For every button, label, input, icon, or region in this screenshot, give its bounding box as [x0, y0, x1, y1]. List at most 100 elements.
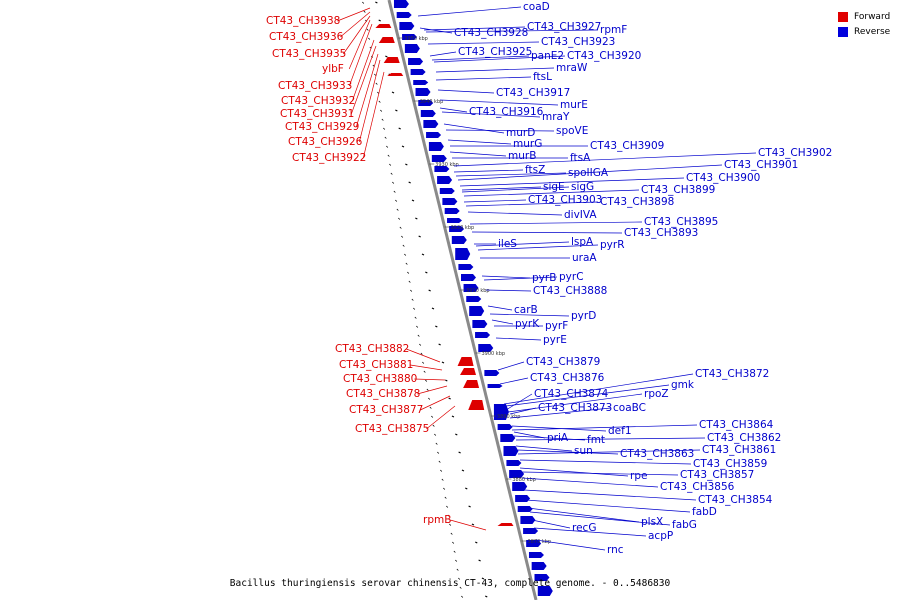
reverse-gene-feature[interactable] [493, 404, 509, 420]
gene-label-pyrr[interactable]: pyrR [600, 239, 625, 251]
gene-label-ct43-ch3862[interactable]: CT43_CH3862 [707, 432, 781, 444]
gene-label-ct43-ch3877[interactable]: CT43_CH3877 [349, 404, 423, 416]
gene-label-ftsa[interactable]: ftsA [570, 152, 591, 164]
forward-gene-feature[interactable] [460, 368, 477, 375]
forward-gene-feature[interactable] [378, 37, 395, 43]
reverse-gene-feature[interactable] [487, 384, 503, 388]
gene-label-pyrk[interactable]: pyrK [515, 318, 540, 330]
reverse-gene-feature[interactable] [458, 264, 474, 270]
gene-label-ct43-ch3931[interactable]: CT43_CH3931 [280, 108, 354, 120]
gene-label-ct43-ch3916[interactable]: CT43_CH3916 [469, 106, 544, 118]
reverse-gene-feature[interactable] [528, 552, 544, 558]
reverse-gene-feature[interactable] [497, 424, 513, 430]
gene-label-rpoz[interactable]: rpoZ [644, 388, 669, 400]
gene-label-ct43-ch3895[interactable]: CT43_CH3895 [644, 216, 718, 228]
gene-label-ct43-ch3929[interactable]: CT43_CH3929 [285, 121, 359, 133]
gene-label-ylbf[interactable]: ylbF [322, 63, 344, 75]
reverse-gene-feature[interactable] [506, 460, 522, 466]
reverse-gene-feature[interactable] [469, 306, 485, 316]
reverse-gene-feature[interactable] [472, 320, 488, 328]
gene-label-ct43-ch3925[interactable]: CT43_CH3925 [458, 46, 532, 58]
gene-label-ct43-ch3923[interactable]: CT43_CH3923 [541, 36, 615, 48]
reverse-gene-feature[interactable] [415, 88, 431, 96]
gene-label-gmk[interactable]: gmk [671, 379, 695, 391]
reverse-gene-feature[interactable] [515, 495, 531, 502]
gene-label-ct43-ch3893[interactable]: CT43_CH3893 [624, 227, 698, 239]
reverse-gene-feature[interactable] [393, 0, 409, 8]
reverse-gene-feature[interactable] [531, 562, 547, 570]
reverse-gene-feature[interactable] [478, 344, 494, 352]
gene-label-fabd[interactable]: fabD [692, 506, 717, 518]
reverse-gene-feature[interactable] [431, 155, 447, 162]
gene-label-ct43-ch3917[interactable]: CT43_CH3917 [496, 87, 570, 99]
gene-label-mray[interactable]: mraY [542, 111, 570, 123]
reverse-gene-feature[interactable] [413, 80, 429, 85]
gene-label-ct43-ch3935[interactable]: CT43_CH3935 [272, 48, 346, 60]
gene-label-ct43-ch3928[interactable]: CT43_CH3928 [454, 27, 528, 39]
reverse-gene-feature[interactable] [423, 120, 439, 128]
forward-gene-feature[interactable] [463, 380, 480, 388]
gene-label-pane2[interactable]: panE2 [531, 50, 564, 62]
reverse-gene-feature[interactable] [534, 574, 550, 581]
reverse-gene-feature[interactable] [517, 506, 533, 512]
reverse-gene-feature[interactable] [426, 132, 442, 138]
reverse-gene-feature[interactable] [408, 58, 424, 65]
gene-label-murd[interactable]: murD [506, 127, 535, 139]
gene-label-recg[interactable]: recG [572, 522, 596, 534]
gene-label-fmt[interactable]: fmt [587, 434, 605, 446]
gene-label-ct43-ch3920[interactable]: CT43_CH3920 [567, 50, 641, 62]
gene-label-fabg[interactable]: fabG [672, 519, 697, 531]
gene-label-ct43-ch3938[interactable]: CT43_CH3938 [266, 15, 340, 27]
reverse-gene-feature[interactable] [404, 44, 420, 53]
gene-label-ftsl[interactable]: ftsL [533, 71, 552, 83]
reverse-gene-feature[interactable] [437, 176, 453, 184]
reverse-gene-feature[interactable] [500, 434, 516, 442]
gene-label-ct43-ch3902[interactable]: CT43_CH3902 [758, 147, 832, 159]
gene-label-ct43-ch3927[interactable]: CT43_CH3927 [527, 21, 601, 33]
gene-label-ct43-ch3882[interactable]: CT43_CH3882 [335, 343, 409, 355]
gene-label-ct43-ch3864[interactable]: CT43_CH3864 [699, 419, 774, 431]
gene-label-ct43-ch3933[interactable]: CT43_CH3933 [278, 80, 352, 92]
forward-gene-feature[interactable] [497, 523, 514, 526]
gene-label-ct43-ch3926[interactable]: CT43_CH3926 [288, 136, 363, 148]
gene-label-ct43-ch3898[interactable]: CT43_CH3898 [600, 196, 674, 208]
gene-label-coabc[interactable]: coaBC [613, 402, 646, 414]
reverse-gene-feature[interactable] [503, 446, 519, 456]
gene-label-spoiiga[interactable]: spoIIGA [568, 167, 609, 179]
reverse-gene-feature[interactable] [418, 100, 434, 106]
reverse-gene-feature[interactable] [410, 69, 426, 75]
gene-label-ct43-ch3903[interactable]: CT43_CH3903 [528, 194, 602, 206]
gene-label-pyrb[interactable]: pyrB [532, 272, 556, 284]
gene-label-ct43-ch3909[interactable]: CT43_CH3909 [590, 140, 664, 152]
reverse-gene-feature[interactable] [420, 110, 436, 117]
forward-gene-feature[interactable] [383, 57, 400, 63]
reverse-gene-feature[interactable] [520, 516, 536, 524]
gene-label-ct43-ch3878[interactable]: CT43_CH3878 [346, 388, 420, 400]
reverse-gene-feature[interactable] [449, 226, 465, 232]
reverse-gene-feature[interactable] [475, 332, 491, 338]
gene-label-pyrf[interactable]: pyrF [545, 320, 568, 332]
reverse-gene-feature[interactable] [523, 528, 539, 534]
gene-label-ct43-ch3880[interactable]: CT43_CH3880 [343, 373, 417, 385]
reverse-gene-feature[interactable] [537, 586, 553, 596]
reverse-gene-feature[interactable] [455, 248, 471, 260]
reverse-gene-feature[interactable] [451, 236, 467, 244]
gene-label-ct43-ch3932[interactable]: CT43_CH3932 [281, 95, 355, 107]
reverse-gene-feature[interactable] [509, 470, 525, 478]
gene-label-sige[interactable]: sigE [543, 181, 565, 193]
forward-gene-feature[interactable] [468, 400, 485, 410]
gene-label-ct43-ch3857[interactable]: CT43_CH3857 [680, 469, 754, 481]
reverse-gene-feature[interactable] [428, 142, 444, 151]
gene-label-def1[interactable]: def1 [608, 425, 632, 437]
gene-label-ct43-ch3863[interactable]: CT43_CH3863 [620, 448, 694, 460]
gene-label-pyrc[interactable]: pyrC [559, 271, 584, 283]
gene-label-ct43-ch3875[interactable]: CT43_CH3875 [355, 423, 429, 435]
gene-label-ct43-ch3861[interactable]: CT43_CH3861 [702, 444, 776, 456]
gene-label-coad[interactable]: coaD [523, 1, 550, 13]
gene-label-acpp[interactable]: acpP [648, 530, 673, 542]
reverse-gene-feature[interactable] [439, 188, 455, 194]
gene-label-carb[interactable]: carB [514, 304, 538, 316]
reverse-gene-feature[interactable] [460, 274, 476, 281]
reverse-gene-feature[interactable] [442, 198, 458, 205]
gene-label-ct43-ch3899[interactable]: CT43_CH3899 [641, 184, 715, 196]
